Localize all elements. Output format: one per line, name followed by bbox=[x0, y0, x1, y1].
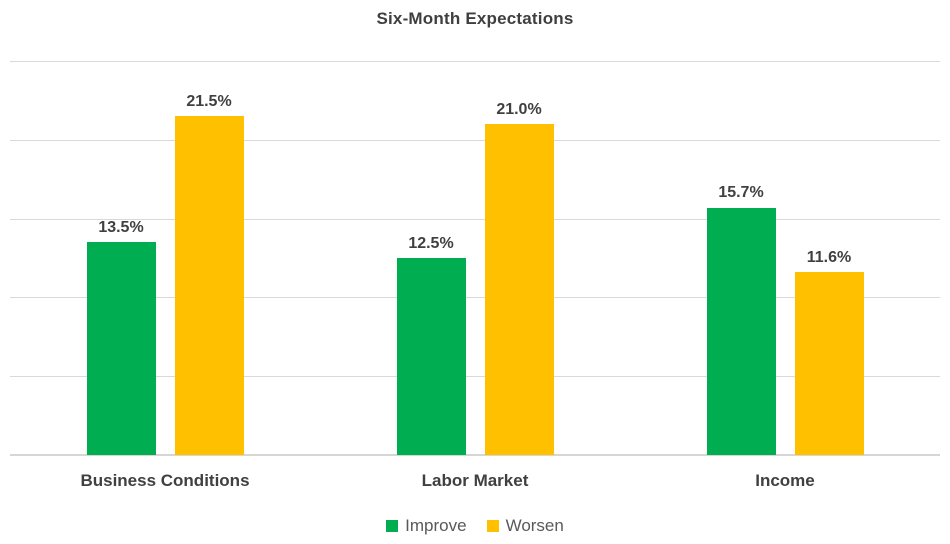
gridline bbox=[10, 376, 940, 378]
bar-improve-labor-market bbox=[396, 258, 466, 455]
legend-label: Improve bbox=[405, 516, 467, 535]
x-axis-label-business-conditions: Business Conditions bbox=[80, 471, 250, 490]
bar-wrap: 11.6% bbox=[794, 61, 864, 455]
data-label-worsen-labor-market: 21.0% bbox=[496, 100, 542, 118]
bar-group-labor-market: 12.5% 21.0% bbox=[320, 61, 630, 455]
bar-worsen-labor-market bbox=[484, 124, 554, 455]
bar-wrap: 21.5% bbox=[174, 61, 244, 455]
x-axis-line bbox=[10, 454, 940, 456]
bar-worsen-business-conditions bbox=[174, 116, 244, 455]
legend-swatch-icon bbox=[386, 520, 399, 532]
x-axis-label-income: Income bbox=[755, 471, 815, 490]
gridline bbox=[10, 297, 940, 299]
legend-swatch-icon bbox=[486, 520, 499, 532]
chart-title: Six-Month Expectations bbox=[376, 9, 574, 28]
data-label-improve-income: 15.7% bbox=[718, 184, 764, 202]
legend: Improve Worsen bbox=[0, 516, 950, 536]
data-label-worsen-income: 11.6% bbox=[806, 249, 852, 267]
bar-worsen-income bbox=[794, 272, 864, 455]
bar-improve-income bbox=[706, 207, 776, 455]
gridline bbox=[10, 139, 940, 141]
gridline bbox=[10, 218, 940, 220]
data-label-improve-business-conditions: 13.5% bbox=[98, 219, 144, 237]
legend-item-worsen: Worsen bbox=[486, 516, 564, 536]
plot-area: 13.5% 21.5% 12.5% 21.0% 15.7% 11.6% bbox=[10, 61, 940, 456]
bar-improve-business-conditions bbox=[86, 242, 156, 455]
legend-item-improve: Improve bbox=[386, 516, 467, 536]
bar-group-income: 15.7% 11.6% bbox=[630, 61, 940, 455]
data-label-improve-labor-market: 12.5% bbox=[408, 234, 454, 252]
legend-label: Worsen bbox=[505, 516, 564, 535]
x-axis-labels: Business Conditions Labor Market Income bbox=[10, 471, 940, 493]
bar-wrap: 15.7% bbox=[706, 61, 776, 455]
bar-wrap: 21.0% bbox=[484, 61, 554, 455]
gridline bbox=[10, 61, 940, 62]
x-axis-label-labor-market: Labor Market bbox=[421, 471, 529, 490]
bar-wrap: 12.5% bbox=[396, 61, 466, 455]
bar-wrap: 13.5% bbox=[86, 61, 156, 455]
bar-group-business-conditions: 13.5% 21.5% bbox=[10, 61, 320, 455]
data-label-worsen-business-conditions: 21.5% bbox=[186, 93, 232, 111]
